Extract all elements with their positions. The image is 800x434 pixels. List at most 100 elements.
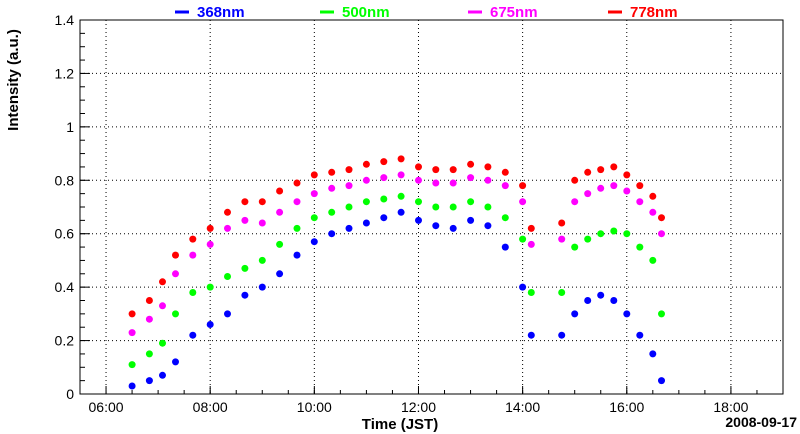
data-point bbox=[501, 182, 509, 190]
data-point bbox=[636, 198, 644, 206]
data-point bbox=[571, 176, 579, 184]
data-point bbox=[649, 192, 657, 200]
data-point bbox=[159, 302, 166, 310]
x-tick-label: 18:00 bbox=[713, 399, 748, 415]
data-point bbox=[658, 310, 665, 318]
y-tick-label: 1 bbox=[66, 119, 74, 135]
data-point bbox=[432, 203, 440, 211]
data-point bbox=[241, 291, 249, 299]
ticks: 06:00 08:00 10:00 12:00 14:00 16:00 18:00 0 0.2 0… bbox=[55, 12, 784, 415]
data-point bbox=[658, 230, 665, 238]
data-point bbox=[276, 187, 284, 195]
data-point bbox=[623, 230, 631, 238]
data-point bbox=[172, 310, 179, 318]
data-point bbox=[432, 179, 440, 187]
data-point bbox=[449, 179, 457, 187]
data-point bbox=[128, 310, 136, 318]
data-point bbox=[172, 358, 179, 366]
data-point bbox=[636, 182, 644, 190]
data-point bbox=[241, 264, 249, 272]
data-point bbox=[189, 251, 197, 259]
data-point bbox=[484, 222, 492, 230]
data-point bbox=[189, 235, 197, 243]
data-point bbox=[558, 331, 566, 339]
x-tick-label: 16:00 bbox=[609, 399, 644, 415]
data-point bbox=[224, 310, 231, 318]
data-point bbox=[345, 203, 353, 211]
data-point bbox=[145, 315, 153, 323]
data-point bbox=[310, 214, 318, 222]
data-point bbox=[380, 214, 388, 222]
data-point bbox=[276, 208, 284, 216]
data-point bbox=[415, 198, 422, 206]
data-point bbox=[484, 176, 492, 184]
data-point bbox=[345, 224, 353, 232]
data-points bbox=[128, 155, 665, 390]
data-point bbox=[224, 273, 231, 280]
data-point bbox=[328, 208, 336, 216]
data-point bbox=[467, 198, 475, 206]
x-tick-label: 06:00 bbox=[89, 399, 124, 415]
data-point bbox=[128, 382, 136, 390]
data-point bbox=[380, 174, 388, 182]
data-point bbox=[206, 224, 214, 232]
data-point bbox=[310, 171, 318, 179]
data-point bbox=[345, 166, 353, 174]
x-axis-title: Time (JST) bbox=[362, 416, 438, 433]
data-point bbox=[584, 297, 592, 304]
data-point bbox=[527, 224, 535, 232]
data-point bbox=[636, 331, 644, 339]
legend-label: 368nm bbox=[197, 4, 245, 21]
data-point bbox=[519, 283, 527, 291]
data-point bbox=[584, 168, 592, 176]
data-point bbox=[328, 230, 336, 238]
data-point bbox=[484, 203, 492, 211]
data-point bbox=[145, 297, 153, 304]
data-point bbox=[328, 184, 336, 192]
data-point bbox=[258, 198, 266, 206]
y-tick-label: 0.2 bbox=[55, 333, 75, 349]
y-axis-title: Intensity (a.u.) bbox=[5, 29, 22, 131]
x-tick-label: 14:00 bbox=[505, 399, 540, 415]
data-point bbox=[415, 216, 422, 224]
data-point bbox=[571, 198, 579, 206]
data-point bbox=[415, 163, 422, 171]
series-778nm bbox=[128, 155, 665, 318]
data-point bbox=[501, 168, 509, 176]
series-500nm bbox=[128, 192, 665, 369]
data-point bbox=[345, 182, 353, 190]
data-point bbox=[258, 283, 266, 291]
x-tick-label: 10:00 bbox=[297, 399, 332, 415]
data-point bbox=[362, 176, 370, 184]
data-point bbox=[449, 224, 457, 232]
y-tick-label: 1.2 bbox=[55, 65, 75, 81]
data-point bbox=[519, 198, 527, 206]
data-point bbox=[397, 192, 405, 200]
data-point bbox=[597, 166, 605, 174]
data-point bbox=[206, 321, 214, 328]
data-point bbox=[276, 270, 284, 278]
data-point bbox=[432, 222, 440, 230]
data-point bbox=[584, 235, 592, 243]
data-point bbox=[159, 339, 166, 347]
data-point bbox=[527, 289, 535, 296]
data-point bbox=[189, 289, 197, 296]
data-point bbox=[128, 329, 136, 337]
data-point bbox=[623, 187, 631, 195]
data-point bbox=[380, 195, 388, 203]
data-point bbox=[145, 350, 153, 358]
data-point bbox=[527, 331, 535, 339]
data-point bbox=[172, 251, 179, 259]
data-point bbox=[397, 171, 405, 179]
data-point bbox=[558, 219, 566, 227]
data-point bbox=[449, 166, 457, 174]
legend: 368nm 500nm 675nm 778nm bbox=[175, 4, 678, 21]
data-point bbox=[206, 240, 214, 248]
y-tick-label: 0.6 bbox=[55, 226, 75, 242]
data-point bbox=[610, 163, 618, 171]
y-tick-label: 0.8 bbox=[55, 172, 75, 188]
legend-label: 500nm bbox=[342, 4, 390, 21]
series-675nm bbox=[128, 171, 665, 337]
data-point bbox=[293, 224, 301, 232]
